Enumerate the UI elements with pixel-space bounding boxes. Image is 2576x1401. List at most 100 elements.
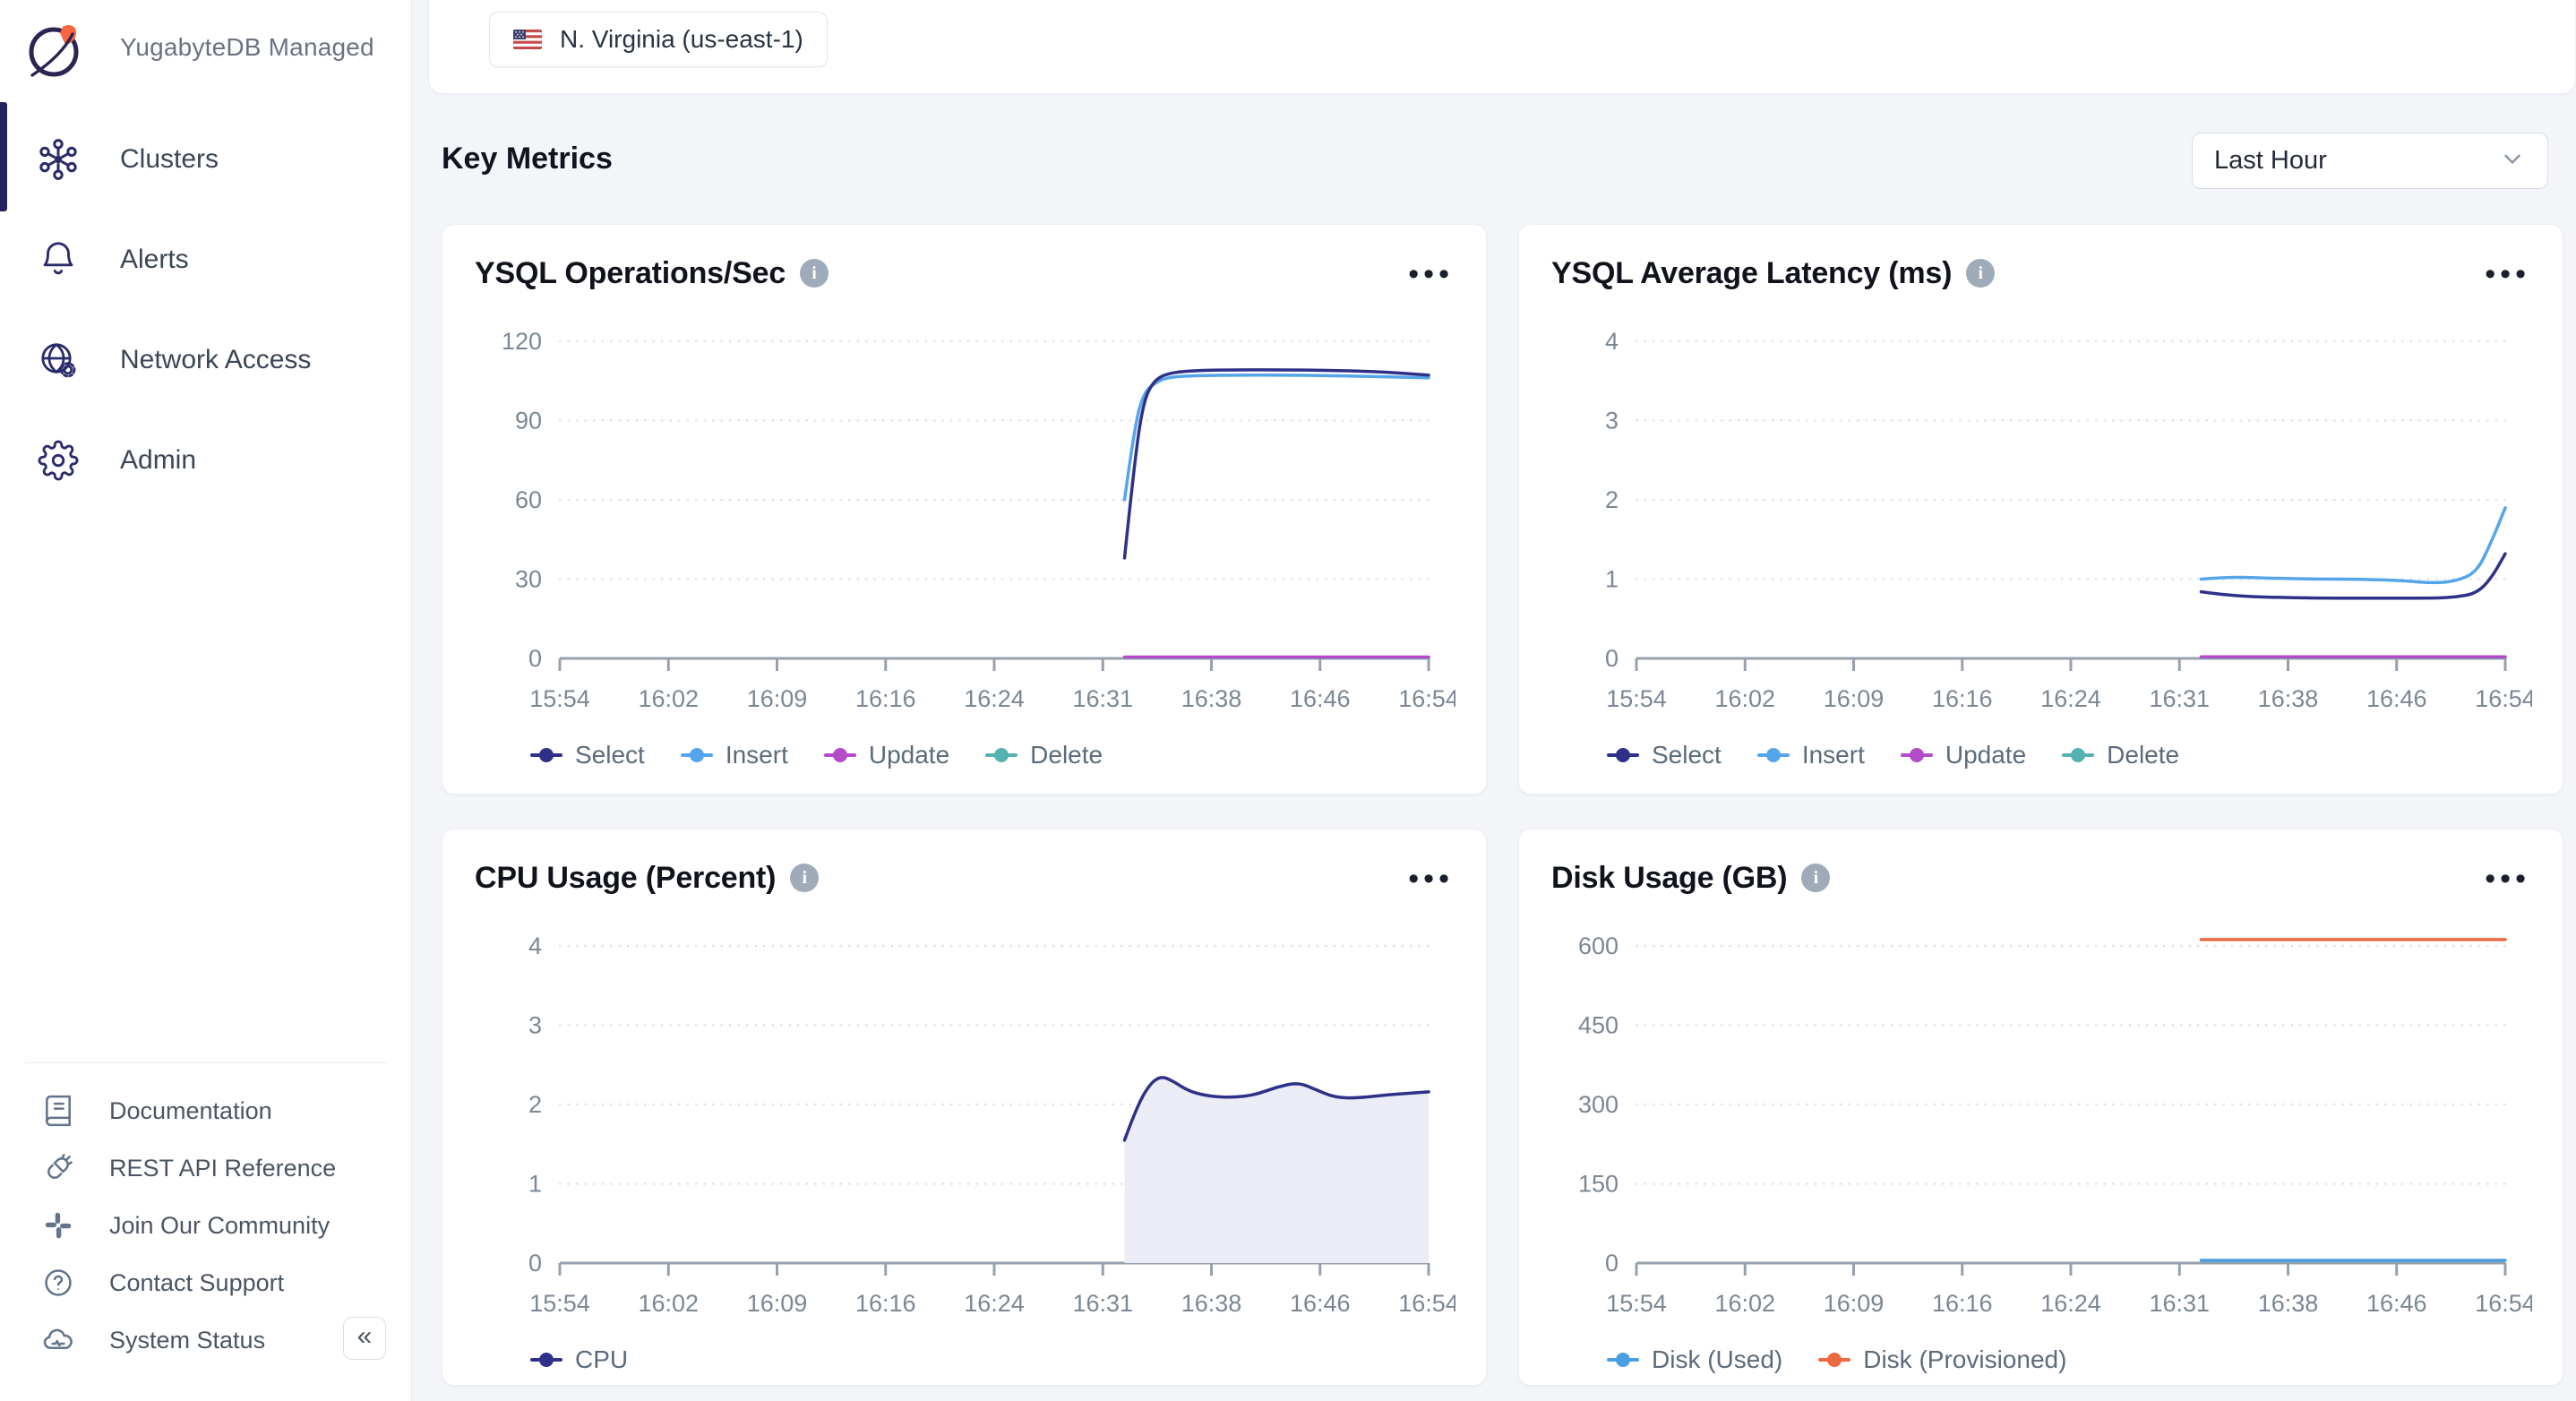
sidebar-nav: Clusters Alerts Network Access [0,109,411,511]
sidebar-item-network-access[interactable]: Network Access [0,310,411,410]
svg-text:4: 4 [1605,328,1619,355]
info-icon[interactable]: i [1966,259,1995,288]
sidebar-item-label: Admin [120,445,196,476]
legend-item[interactable]: Select [530,741,645,769]
app-logo: YugabyteDB Managed [23,9,374,86]
svg-text:90: 90 [515,408,542,434]
legend-item[interactable]: Disk (Provisioned) [1818,1345,2066,1374]
legend-item[interactable]: Disk (Used) [1607,1345,1782,1374]
sidebar: YugabyteDB Managed Clusters Aler [0,0,412,1401]
svg-text:1: 1 [1605,566,1619,593]
more-options-button[interactable]: ••• [1408,268,1454,279]
svg-text:16:54: 16:54 [2475,685,2532,712]
sidebar-collapse-button[interactable]: « [343,1317,386,1360]
legend-item[interactable]: Insert [1757,741,1865,769]
svg-text:16:02: 16:02 [1714,1290,1775,1317]
legend-item[interactable]: Select [1607,741,1722,769]
svg-text:16:24: 16:24 [964,685,1025,712]
info-icon[interactable]: i [790,864,819,892]
legend-item[interactable]: Update [824,741,949,769]
chart-title: YSQL Operations/Sec [475,256,786,291]
yugabytedb-logo-icon [23,9,86,86]
cloud-status-icon [39,1321,77,1359]
svg-text:16:46: 16:46 [2366,1290,2427,1317]
more-options-button[interactable]: ••• [2485,268,2530,279]
svg-text:16:09: 16:09 [1824,1290,1885,1317]
sidebar-item-label: Clusters [120,144,219,175]
info-icon[interactable]: i [800,259,829,288]
link-join-our-community[interactable]: Join Our Community [0,1197,411,1254]
svg-text:16:16: 16:16 [1932,1290,1993,1317]
help-circle-icon [39,1264,77,1302]
svg-text:16:46: 16:46 [1290,1290,1351,1317]
line-chart: 030609012015:5416:0216:0916:1616:2416:31… [475,307,1455,728]
svg-text:16:46: 16:46 [2366,685,2427,712]
legend-marker-icon [2062,747,2094,763]
svg-text:16:24: 16:24 [2040,685,2101,712]
bell-icon [36,237,81,282]
legend-label: Update [1945,741,2026,769]
clusters-icon [36,137,81,182]
svg-text:16:31: 16:31 [2149,685,2210,712]
svg-text:16:09: 16:09 [747,1290,808,1317]
link-documentation[interactable]: Documentation [0,1082,411,1139]
app-title: YugabyteDB Managed [120,33,374,62]
legend-marker-icon [1818,1352,1850,1368]
svg-text:16:54: 16:54 [2475,1290,2532,1317]
svg-text:16:02: 16:02 [638,685,699,712]
svg-text:4: 4 [528,933,542,959]
legend-label: Delete [1030,741,1103,769]
svg-text:16:02: 16:02 [1714,685,1775,712]
footer-link-label: REST API Reference [109,1155,336,1182]
legend-label: Insert [726,741,788,769]
svg-text:2: 2 [1605,486,1619,513]
legend-label: Disk (Provisioned) [1863,1345,2066,1374]
svg-text:16:24: 16:24 [2040,1290,2101,1317]
chart-legend: Select Insert Update Delete [1607,741,2179,769]
sidebar-item-clusters[interactable]: Clusters [0,109,411,210]
footer-link-label: Join Our Community [109,1212,330,1240]
sidebar-item-alerts[interactable]: Alerts [0,210,411,310]
svg-text:16:31: 16:31 [2149,1290,2210,1317]
more-options-button[interactable]: ••• [2485,872,2530,883]
legend-item[interactable]: CPU [530,1345,628,1374]
chart-legend: CPU [530,1345,628,1374]
svg-text:16:31: 16:31 [1072,685,1133,712]
svg-text:16:09: 16:09 [747,685,808,712]
more-options-button[interactable]: ••• [1408,872,1454,883]
line-chart: 015030045060015:5416:0216:0916:1616:2416… [1551,912,2532,1333]
svg-text:0: 0 [528,1250,542,1276]
region-chip[interactable]: N. Virginia (us-east-1) [489,12,828,67]
svg-text:15:54: 15:54 [1606,685,1667,712]
globe-gear-icon [36,338,81,382]
time-range-select[interactable]: Last Hour [2192,133,2548,189]
chevron-down-icon [2499,145,2526,176]
legend-item[interactable]: Delete [985,741,1103,769]
svg-text:3: 3 [528,1012,542,1039]
legend-marker-icon [1607,747,1639,763]
chart-card-disk-usage: Disk Usage (GB) i ••• 015030045060015:54… [1518,829,2563,1386]
time-range-value: Last Hour [2214,146,2327,176]
legend-label: Update [869,741,949,769]
svg-text:30: 30 [515,566,542,593]
info-icon[interactable]: i [1801,864,1830,892]
link-rest-api-reference[interactable]: REST API Reference [0,1139,411,1197]
legend-item[interactable]: Insert [681,741,788,769]
line-chart: 0123415:5416:0216:0916:1616:2416:3116:38… [1551,307,2532,728]
svg-text:16:38: 16:38 [1181,1290,1242,1317]
svg-text:450: 450 [1578,1012,1619,1039]
svg-text:15:54: 15:54 [1606,1290,1667,1317]
legend-item[interactable]: Delete [2062,741,2179,769]
legend-item[interactable]: Update [1901,741,2026,769]
svg-text:15:54: 15:54 [529,685,590,712]
svg-text:16:09: 16:09 [1824,685,1885,712]
link-contact-support[interactable]: Contact Support [0,1254,411,1311]
svg-text:2: 2 [528,1091,542,1118]
region-label: N. Virginia (us-east-1) [560,25,803,54]
chart-legend: Disk (Used) Disk (Provisioned) [1607,1345,2066,1374]
sidebar-item-admin[interactable]: Admin [0,410,411,511]
svg-text:16:46: 16:46 [1290,685,1351,712]
footer-link-label: System Status [109,1327,265,1354]
svg-text:3: 3 [1605,408,1619,434]
legend-marker-icon [1757,747,1790,763]
